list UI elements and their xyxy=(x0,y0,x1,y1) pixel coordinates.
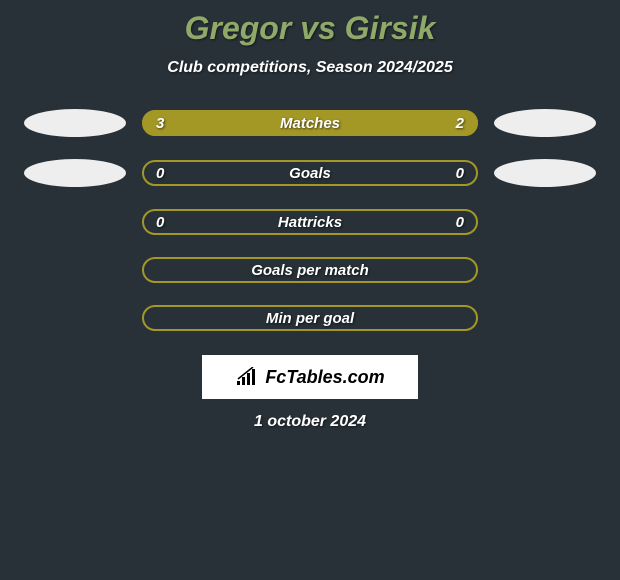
stat-value-right: 0 xyxy=(440,165,464,182)
stat-row: Goals per match xyxy=(0,257,620,283)
bar-text: Goals per match xyxy=(142,257,478,283)
player-left-marker xyxy=(24,159,126,187)
stat-row: 0Goals0 xyxy=(0,159,620,187)
stat-row: Min per goal xyxy=(0,305,620,331)
bar-text: 3Matches2 xyxy=(142,110,478,136)
stat-value-left: 0 xyxy=(156,165,180,182)
stat-value-left: 0 xyxy=(156,214,180,231)
stat-value-right: 0 xyxy=(440,214,464,231)
date-text: 1 october 2024 xyxy=(0,413,620,431)
stat-label: Min per goal xyxy=(180,310,440,327)
stat-bar: 3Matches2 xyxy=(142,110,478,136)
bar-text: 0Hattricks0 xyxy=(142,209,478,235)
page-title: Gregor vs Girsik xyxy=(0,10,620,47)
logo-box: FcTables.com xyxy=(202,355,418,399)
stat-row: 3Matches2 xyxy=(0,109,620,137)
chart-icon xyxy=(235,367,259,387)
stat-bar: 0Hattricks0 xyxy=(142,209,478,235)
stat-label: Matches xyxy=(180,115,440,132)
player-left-marker xyxy=(24,109,126,137)
player-right-marker xyxy=(494,159,596,187)
comparison-infographic: Gregor vs Girsik Club competitions, Seas… xyxy=(0,0,620,431)
stat-row: 0Hattricks0 xyxy=(0,209,620,235)
bar-text: Min per goal xyxy=(142,305,478,331)
logo-text: FcTables.com xyxy=(265,367,384,388)
stat-value-left: 3 xyxy=(156,115,180,132)
subtitle: Club competitions, Season 2024/2025 xyxy=(0,59,620,77)
stat-value-right: 2 xyxy=(440,115,464,132)
stat-label: Goals xyxy=(180,165,440,182)
stat-bar: Goals per match xyxy=(142,257,478,283)
player-right-marker xyxy=(494,109,596,137)
stat-bar: Min per goal xyxy=(142,305,478,331)
stat-rows: 3Matches20Goals00Hattricks0Goals per mat… xyxy=(0,109,620,331)
stat-label: Goals per match xyxy=(180,262,440,279)
stat-label: Hattricks xyxy=(180,214,440,231)
stat-bar: 0Goals0 xyxy=(142,160,478,186)
bar-text: 0Goals0 xyxy=(142,160,478,186)
